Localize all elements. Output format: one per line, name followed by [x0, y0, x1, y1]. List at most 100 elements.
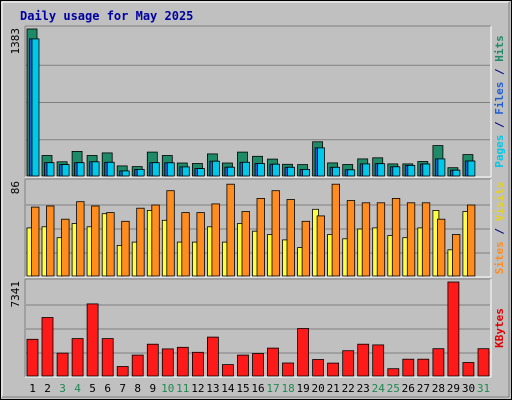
bar-sites-day-21 [331, 183, 341, 277]
bar-pages-day-21 [332, 166, 341, 177]
day-6-bars [101, 152, 115, 177]
x-tick-label-day-1: 1 [29, 382, 36, 395]
bar-sites-day-28 [436, 218, 446, 277]
x-tick-label-day-28: 28 [432, 382, 445, 395]
bar-kbytes-day-4 [71, 338, 84, 377]
bar-sites-day-16 [256, 197, 265, 277]
bar-sites-day-12 [196, 212, 205, 277]
day-18-bars [282, 362, 294, 377]
x-tick-label-day-31: 31 [477, 382, 490, 395]
day-18-bars [282, 199, 295, 277]
bar-pages-day-7 [121, 170, 130, 177]
bar-kbytes-day-18 [282, 362, 294, 377]
bar-sites-day-25 [391, 197, 401, 277]
day-27-bars [417, 161, 431, 177]
x-tick-label-day-11: 11 [176, 382, 189, 395]
bar-pages-day-26 [407, 164, 416, 177]
x-tick-label-day-16: 16 [251, 382, 264, 395]
bar-sites-day-24 [376, 202, 386, 277]
bar-kbytes-day-27 [417, 358, 430, 377]
day-19-bars [297, 164, 311, 177]
bar-sites-day-14 [226, 183, 235, 277]
day-11-bars [176, 162, 190, 177]
bar-sites-day-27 [421, 202, 431, 277]
bar-sites-day-2 [46, 205, 55, 277]
day-5-bars [86, 205, 100, 277]
day-11-bars [176, 212, 190, 277]
day-24-bars [372, 202, 386, 277]
day-15-bars [237, 151, 250, 177]
y-max-label: 7341 [9, 281, 22, 308]
day-8-bars [131, 166, 145, 177]
day-20-bars [312, 359, 325, 377]
x-tick-label-day-20: 20 [311, 382, 324, 395]
bar-pages-day-14 [226, 166, 235, 177]
bar-sites-day-3 [61, 218, 70, 277]
bar-kbytes-day-14 [221, 364, 234, 377]
day-6-bars [101, 212, 115, 277]
day-2-bars [41, 317, 54, 377]
bar-pages-day-3 [61, 164, 70, 177]
bar-pages-day-25 [392, 166, 401, 177]
x-tick-label-day-24: 24 [372, 382, 386, 395]
x-tick-label-day-6: 6 [104, 382, 111, 395]
day-26-bars [402, 358, 415, 377]
day-5-bars [86, 303, 99, 377]
bar-kbytes-day-22 [342, 350, 355, 377]
day-23-bars [357, 158, 371, 177]
legend-entry: / [493, 62, 506, 82]
day-8-bars [131, 354, 144, 377]
day-14-bars [221, 364, 234, 377]
bar-kbytes-day-11 [176, 346, 189, 377]
day-10-bars [161, 190, 175, 277]
bar-kbytes-day-15 [237, 354, 249, 377]
bar-pages-day-16 [257, 163, 265, 177]
bar-sites-day-7 [121, 220, 130, 277]
bar-sites-day-29 [451, 234, 461, 277]
day-8-bars [131, 207, 145, 277]
x-tick-label-day-21: 21 [327, 382, 340, 395]
day-17-bars [267, 347, 279, 377]
bar-sites-day-30 [466, 204, 476, 277]
day-16-bars [252, 197, 265, 277]
bar-kbytes-day-6 [101, 338, 114, 377]
day-24-bars [372, 157, 386, 177]
day-24-bars [372, 344, 385, 377]
bar-sites-day-13 [211, 203, 220, 277]
bar-pages-day-9 [151, 162, 160, 177]
day-12-bars [191, 212, 205, 277]
day-30-bars [462, 362, 475, 377]
x-tick-label-day-14: 14 [221, 382, 235, 395]
x-tick-label-day-3: 3 [59, 382, 66, 395]
day-25-bars [387, 368, 400, 377]
bar-pages-day-29 [452, 169, 461, 177]
chart-title: Daily usage for May 2025 [20, 9, 193, 23]
day-15-bars [237, 354, 249, 377]
bar-pages-day-18 [287, 166, 295, 177]
x-axis-labels: 1 2 3 4 5 6 7 8 9 10 11 12 13 14 15 16 17 18 19 20 21 22 23 24 2… [29, 382, 490, 395]
legend-entry: Visits [493, 182, 506, 222]
bar-kbytes-day-19 [297, 328, 310, 377]
legend-entry: Files [493, 82, 506, 115]
panel-hits: 1383 Pages / Files / Hits [9, 25, 506, 178]
bar-pages-day-8 [136, 168, 145, 177]
bar-pages-day-30 [467, 160, 476, 177]
day-21-bars [327, 162, 341, 177]
bar-kbytes-day-20 [312, 359, 325, 377]
day-14-bars [221, 162, 235, 177]
day-20-bars [312, 141, 326, 177]
x-tick-label-day-23: 23 [357, 382, 370, 395]
series-legend: KBytes [493, 308, 506, 348]
bar-kbytes-day-23 [357, 343, 370, 377]
day-6-bars [101, 338, 114, 377]
day-10-bars [161, 348, 174, 377]
day-28-bars [432, 348, 445, 377]
day-23-bars [357, 343, 370, 377]
day-20-bars [312, 208, 326, 277]
bar-sites-day-9 [151, 204, 160, 277]
series-legend: Sites / Visits [493, 182, 506, 275]
day-9-bars [146, 343, 159, 377]
bar-pages-day-10 [166, 162, 175, 177]
y-max-label: 86 [9, 181, 22, 194]
x-tick-label-day-7: 7 [119, 382, 126, 395]
